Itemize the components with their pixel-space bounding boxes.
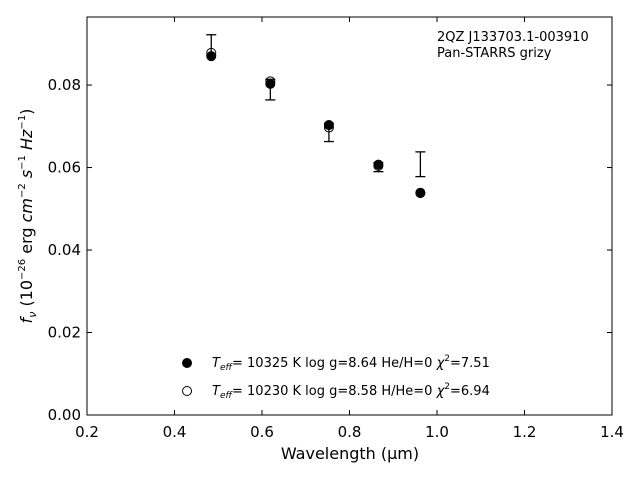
x-tick-label: 1.2 <box>513 423 537 441</box>
observed-errorbars <box>206 34 426 178</box>
model-point-open <box>415 188 426 199</box>
model-point-open <box>265 76 276 87</box>
legend-marker-filled <box>182 358 192 368</box>
model-point-filled <box>265 78 276 89</box>
model-point-open <box>373 160 384 171</box>
x-tick-label: 0.2 <box>75 423 99 441</box>
model-point-open <box>206 47 217 58</box>
annotation-object-name: 2QZ J133703.1-003910 <box>437 30 589 45</box>
y-tick-label: 0.04 <box>48 241 81 259</box>
x-axis-label: Wavelength (μm) <box>281 444 419 463</box>
x-tick-label: 0.8 <box>338 423 362 441</box>
model-point-filled <box>323 120 334 131</box>
y-tick-label: 0.02 <box>48 324 81 342</box>
observed-errorbar <box>415 151 426 178</box>
y-tick-label: 0.08 <box>48 76 81 94</box>
model-point-filled <box>206 51 217 62</box>
x-axis-ticks: 0.2 0.4 0.6 0.8 1.0 1.2 1.4 <box>75 17 624 441</box>
x-tick-label: 1.4 <box>600 423 624 441</box>
legend-marker-open <box>182 386 192 396</box>
x-tick-label: 0.6 <box>250 423 274 441</box>
legend-entry-2: Teff= 10230 K log g=8.58 H/He=0 χ2=6.94 <box>212 382 490 401</box>
annotation-survey: Pan-STARRS grizy <box>437 46 552 61</box>
y-tick-label: 0.00 <box>48 406 81 424</box>
x-tick-label: 0.4 <box>163 423 187 441</box>
y-tick-label: 0.06 <box>48 159 81 177</box>
x-tick-label: 1.0 <box>425 423 449 441</box>
y-axis-ticks: 0.00 0.02 0.04 0.06 0.08 <box>48 76 612 424</box>
legend: Teff= 10325 K log g=8.64 He/H=0 χ2=7.51 … <box>182 354 490 401</box>
legend-entry-1: Teff= 10325 K log g=8.64 He/H=0 χ2=7.51 <box>212 354 490 373</box>
y-axis-label: fν (10−26 erg cm−2 s−1 Hz−1) <box>17 109 39 324</box>
model-point-open <box>323 122 334 133</box>
model-points <box>206 47 426 199</box>
